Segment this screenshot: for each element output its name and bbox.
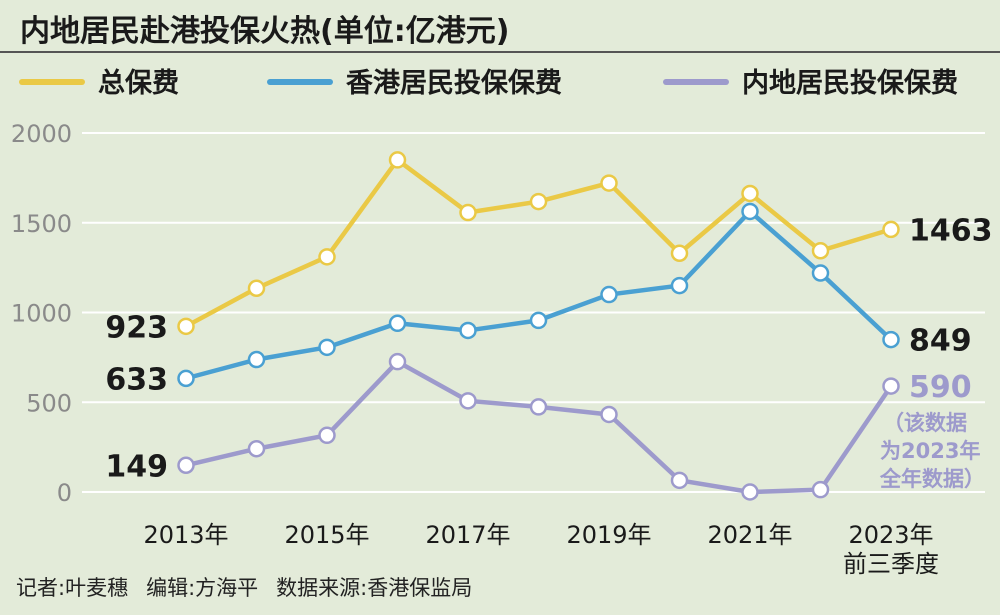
x-tick-sublabel: 前三季度 [843, 550, 939, 578]
data-point [600, 174, 618, 192]
reporter-credit: 记者:叶麦穗 [16, 576, 129, 600]
data-point [670, 244, 689, 263]
data-point [459, 203, 477, 222]
series-line [185, 209, 893, 381]
series-line [185, 359, 893, 495]
data-point [388, 352, 407, 371]
data-point [600, 405, 618, 424]
data-label: 590 [909, 370, 972, 405]
data-point [529, 192, 548, 211]
grid-lines [82, 132, 985, 493]
y-tick-label: 1000 [11, 300, 72, 328]
source-credit: 数据来源:香港保监局 [276, 576, 473, 600]
series-lines [177, 151, 900, 501]
note-line: 为2023年 [880, 439, 980, 463]
data-point [741, 202, 759, 221]
data-point [459, 321, 477, 340]
data-point [177, 369, 195, 388]
data-point [811, 480, 830, 499]
data-point [318, 426, 336, 445]
title-divider [0, 51, 1000, 53]
y-tick-label: 0 [57, 479, 72, 507]
legend-label: 香港居民投保保费 [346, 68, 562, 99]
x-tick-label: 2019年 [566, 521, 651, 549]
data-label: 149 [105, 449, 168, 484]
x-tick-label: 2015年 [284, 521, 369, 549]
legend: 总保费 香港居民投保保费 内地居民投保保费 [19, 68, 958, 99]
data-point [529, 311, 548, 330]
x-tick-label: 2023年 [848, 521, 933, 549]
data-point [177, 317, 195, 336]
editor-credit: 编辑:方海平 [146, 576, 259, 600]
note-line: （该数据 [883, 411, 967, 435]
data-point [247, 439, 266, 458]
y-tick-label: 2000 [11, 120, 72, 148]
x-tick-label: 2021年 [707, 521, 792, 549]
data-point [459, 392, 477, 410]
data-point [670, 276, 689, 295]
data-point [177, 456, 195, 475]
data-label: 849 [909, 324, 972, 359]
data-point [247, 279, 266, 298]
data-point [811, 242, 830, 260]
data-point [388, 314, 407, 333]
credits: 记者:叶麦穗 编辑:方海平 数据来源:香港保监局 [16, 572, 490, 602]
data-label: 923 [105, 310, 168, 345]
x-tick-label: 2017年 [425, 521, 510, 549]
data-point [882, 377, 900, 395]
data-point [600, 285, 618, 304]
data-point [529, 398, 548, 416]
data-label: 1463 [909, 213, 993, 248]
data-point [741, 483, 759, 501]
y-tick-label: 500 [26, 389, 72, 417]
legend-label: 总保费 [98, 68, 179, 99]
y-tick-label: 1500 [11, 210, 72, 238]
data-label: 633 [105, 362, 168, 397]
data-point [388, 151, 407, 169]
data-point [882, 220, 900, 239]
y-axis: 0 500 1000 1500 2000 [11, 120, 72, 507]
data-point [318, 248, 336, 266]
chart-title: 内地居民赴港投保火热(单位:亿港元) [20, 14, 510, 49]
note-line: 全年数据） [879, 467, 985, 491]
data-point [670, 471, 689, 490]
x-tick-label: 2013年 [143, 521, 228, 549]
data-point [882, 330, 900, 349]
data-point [318, 338, 336, 357]
legend-label: 内地居民投保保费 [742, 68, 958, 99]
data-point [741, 184, 759, 203]
data-point [247, 350, 266, 369]
data-point [811, 264, 830, 282]
